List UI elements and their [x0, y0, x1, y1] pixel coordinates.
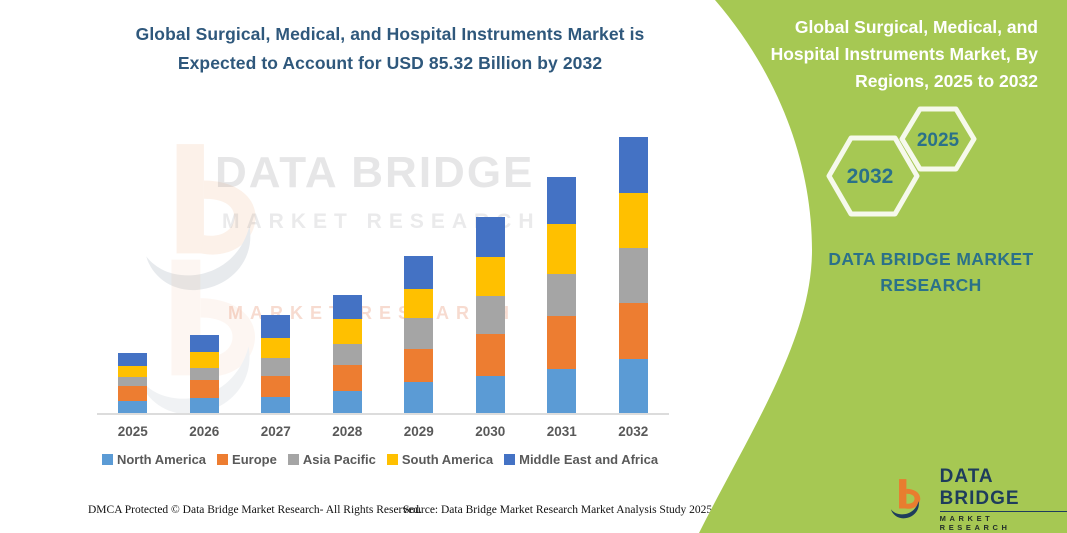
databridge-logo-text: DATA BRIDGE MARKET RESEARCH	[939, 466, 1067, 532]
bar-slot-2025	[97, 130, 169, 413]
bar-slot-2026	[169, 130, 241, 413]
stacked-bar-2025	[118, 353, 148, 413]
x-label-2031: 2031	[546, 424, 577, 439]
bar-segment-2032-europe	[618, 303, 648, 359]
bar-segment-2026-north-america	[189, 398, 219, 413]
bar-segment-2030-asia-pacific	[475, 295, 505, 334]
x-label-2032: 2032	[618, 424, 649, 439]
bar-segment-2032-middle-east-and-africa	[618, 137, 648, 194]
bar-segment-2026-europe	[189, 380, 219, 399]
bar-segment-2025-middle-east-and-africa	[118, 353, 148, 367]
legend-swatch-icon	[287, 454, 299, 465]
logo-subtitle: MARKET RESEARCH	[939, 514, 1011, 532]
stacked-bar-2032	[618, 137, 648, 413]
stacked-bar-2028	[332, 295, 362, 413]
panel-title: Global Surgical, Medical, and Hospital I…	[770, 17, 1038, 92]
bar-segment-2027-north-america	[261, 397, 291, 413]
hexagon-2025-label: 2025	[917, 130, 960, 151]
bar-segment-2030-south-america	[475, 257, 505, 296]
stacked-bar-2029	[404, 255, 434, 413]
bar-segment-2028-south-america	[332, 318, 362, 345]
bar-slot-2031	[526, 130, 598, 413]
bar-segment-2032-south-america	[618, 193, 648, 248]
bar-segment-2029-asia-pacific	[404, 317, 434, 350]
chart-title-line2: Expected to Account for USD 85.32 Billio…	[177, 52, 603, 73]
bar-segment-2029-south-america	[404, 288, 434, 318]
x-label-2027: 2027	[260, 424, 291, 439]
bar-segment-2026-middle-east-and-africa	[189, 334, 219, 352]
bar-segment-2027-europe	[261, 376, 291, 398]
x-axis-labels: 2025 2026 2027 2028 2029 2030 2031 2032	[97, 424, 669, 439]
bar-segment-2030-middle-east-and-africa	[475, 217, 505, 258]
bar-slot-2027	[240, 130, 312, 413]
stacked-bar-2027	[261, 315, 291, 413]
databridge-logo-icon	[890, 478, 921, 518]
bar-segment-2029-europe	[404, 349, 434, 383]
legend-label: South America	[401, 452, 494, 467]
databridge-logo: DATA BRIDGE MARKET RESEARCH	[886, 466, 1067, 532]
legend-swatch-icon	[217, 454, 229, 465]
legend-swatch-icon	[504, 454, 516, 465]
legend-item-europe: Europe	[217, 452, 277, 467]
legend-swatch-icon	[386, 454, 398, 465]
bar-segment-2032-north-america	[618, 359, 648, 413]
brand-text: DATA BRIDGE MARKET RESEARCH	[828, 249, 1034, 296]
logo-name: DATA BRIDGE	[939, 466, 1067, 512]
chart-title-line1: Global Surgical, Medical, and Hospital I…	[135, 24, 645, 44]
hexagon-years-graphic: 2032 2025	[826, 106, 977, 217]
x-label-2028: 2028	[332, 424, 363, 439]
bar-slot-2032	[598, 130, 670, 413]
stacked-bar-2031	[547, 176, 577, 413]
source-note: Source: Data Bridge Market Research Mark…	[403, 504, 713, 516]
legend-label: Europe	[232, 452, 277, 467]
x-label-2025: 2025	[117, 424, 148, 439]
bar-segment-2028-middle-east-and-africa	[332, 295, 362, 319]
dmca-notice: DMCA Protected © Data Bridge Market Rese…	[88, 504, 422, 516]
legend-label: North America	[116, 452, 207, 467]
chart-legend: North America Europe Asia Pacific South Ame…	[70, 452, 690, 467]
bar-segment-2028-north-america	[332, 391, 362, 413]
bar-segment-2031-asia-pacific	[547, 273, 577, 317]
legend-swatch-icon	[101, 454, 113, 465]
bar-segment-2032-asia-pacific	[618, 248, 648, 303]
bar-segment-2029-north-america	[404, 382, 434, 413]
bar-segment-2031-middle-east-and-africa	[547, 176, 577, 225]
x-label-2030: 2030	[475, 424, 506, 439]
hexagon-2032-label: 2032	[847, 165, 894, 188]
stacked-bar-2026	[189, 334, 219, 413]
bar-segment-2026-asia-pacific	[189, 368, 219, 381]
bar-slot-2030	[455, 130, 527, 413]
bar-segment-2027-middle-east-and-africa	[261, 315, 291, 338]
x-label-2026: 2026	[189, 424, 220, 439]
bar-segment-2027-south-america	[261, 337, 291, 358]
x-label-2029: 2029	[403, 424, 434, 439]
bar-segment-2025-south-america	[118, 366, 148, 378]
bar-segment-2029-middle-east-and-africa	[404, 255, 434, 289]
bar-segment-2031-south-america	[547, 224, 577, 274]
legend-item-asia-pacific: Asia Pacific	[287, 452, 376, 467]
legend-label: Asia Pacific	[302, 452, 376, 467]
bar-slot-2028	[312, 130, 384, 413]
legend-item-north-america: North America	[101, 452, 207, 467]
plot-area	[97, 130, 669, 415]
bar-segment-2025-asia-pacific	[118, 377, 148, 386]
bar-segment-2027-asia-pacific	[261, 357, 291, 377]
chart-title: Global Surgical, Medical, and Hospital I…	[70, 20, 710, 78]
legend-item-middle-east-and-africa: Middle East and Africa	[504, 452, 658, 467]
bar-slot-2029	[383, 130, 455, 413]
bar-segment-2030-europe	[475, 333, 505, 376]
bar-segment-2028-europe	[332, 364, 362, 392]
bar-segment-2031-europe	[547, 316, 577, 369]
bar-segment-2026-south-america	[189, 351, 219, 369]
bar-segment-2025-europe	[118, 385, 148, 401]
bar-segment-2028-asia-pacific	[332, 344, 362, 365]
bar-segment-2025-north-america	[118, 400, 148, 413]
bar-segment-2031-north-america	[547, 368, 577, 413]
legend-item-south-america: South America	[386, 452, 494, 467]
bar-segment-2030-north-america	[475, 375, 505, 413]
stacked-bar-2030	[475, 217, 505, 413]
legend-label: Middle East and Africa	[519, 452, 659, 467]
